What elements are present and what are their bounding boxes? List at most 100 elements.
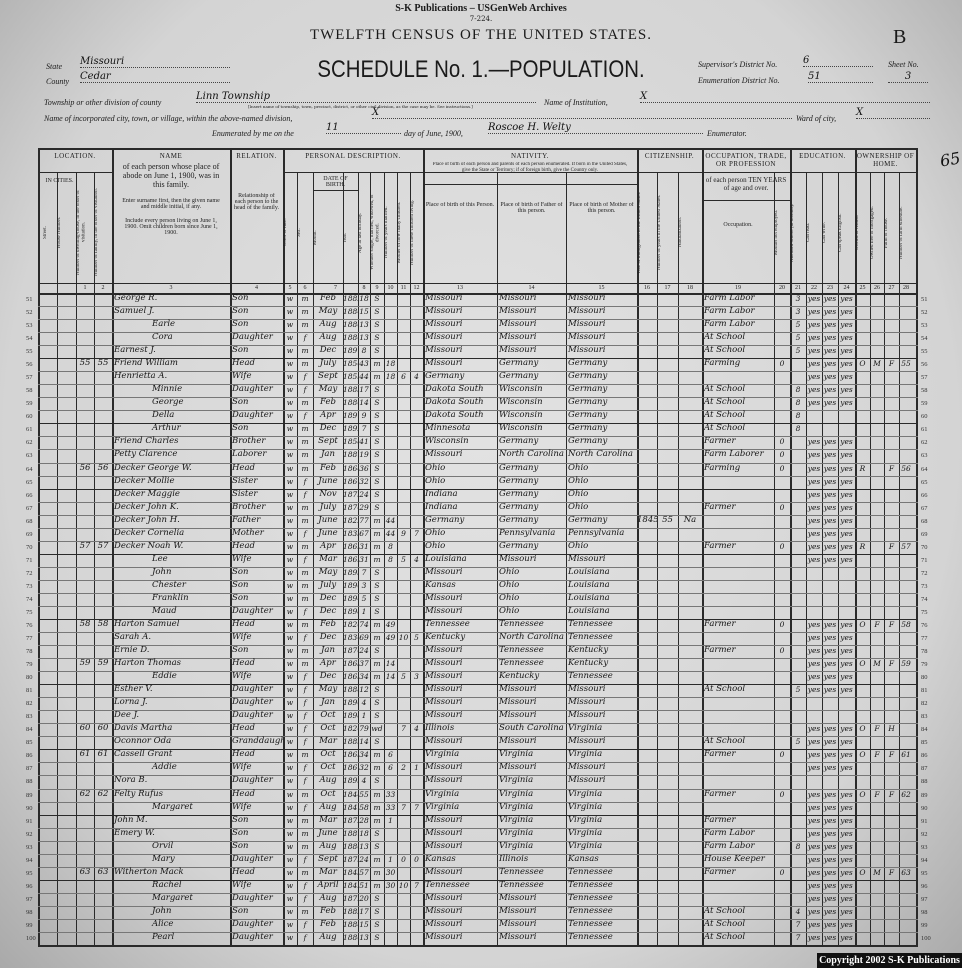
cell-birthplace: Ohio xyxy=(425,475,446,486)
section-header: LOCATION. xyxy=(54,152,96,160)
cell-family-number: 56 xyxy=(97,462,109,473)
column-header-naturalization: Naturalization. xyxy=(678,217,683,248)
cell-birth-year: 1820 xyxy=(343,724,358,734)
line-number-right: 52 xyxy=(921,309,928,317)
cell-can-speak-english: yes xyxy=(840,633,853,643)
cell-can-speak-english: yes xyxy=(840,841,853,851)
cell-marital-status: S xyxy=(374,919,380,929)
cell-school-months: 5 xyxy=(795,737,801,747)
cell-can-write: yes xyxy=(823,789,837,799)
cell-birth-year: 1844 xyxy=(343,789,358,799)
row-rule xyxy=(38,827,918,829)
cell-age: 31 xyxy=(359,541,369,551)
column-number: 27 xyxy=(888,285,895,291)
cell-name: Decker Mollie xyxy=(114,475,175,486)
column-number: 8 xyxy=(362,285,366,291)
cell-can-write: yes xyxy=(823,880,837,890)
cell-birth-month: June xyxy=(318,475,338,486)
cell-marital-status: m xyxy=(373,854,381,864)
cell-can-read: yes xyxy=(807,763,821,773)
line-number-left: 68 xyxy=(26,517,33,525)
cell-can-write: yes xyxy=(823,737,837,747)
cell-can-write: yes xyxy=(823,932,837,942)
cell-color: w xyxy=(286,580,294,590)
cell-birthplace: Dakota South xyxy=(425,384,484,395)
cell-color: w xyxy=(286,606,294,616)
column-rule xyxy=(57,172,58,945)
line-number-left: 63 xyxy=(26,452,33,460)
line-number-left: 71 xyxy=(26,556,33,564)
cell-school-months: 7 xyxy=(795,919,801,929)
cell-birth-month: Feb xyxy=(320,905,336,916)
line-number-right: 70 xyxy=(921,543,928,551)
cell-can-read: yes xyxy=(807,880,821,890)
column-header-color: Color or race. xyxy=(283,218,288,247)
cell-mother-of: 7 xyxy=(401,724,406,734)
cell-marital-status: m xyxy=(373,515,381,525)
section-header: NATIVITY. xyxy=(510,152,549,160)
cell-birthplace: Missouri xyxy=(425,658,463,669)
cell-can-read: yes xyxy=(807,294,821,303)
column-rule xyxy=(657,172,658,945)
section-underline xyxy=(855,172,916,173)
cell-naturalization: Na xyxy=(683,514,697,525)
cell-name: Dee J. xyxy=(114,710,140,721)
row-rule xyxy=(38,436,918,438)
line-number-left: 98 xyxy=(26,908,33,916)
cell-occupation: Farming xyxy=(704,358,741,369)
cell-name: Ernie D. xyxy=(114,645,150,656)
line-number-right: 57 xyxy=(921,374,928,382)
cell-color: w xyxy=(286,672,294,682)
cell-name: Friend Charles xyxy=(114,436,179,447)
row-rule xyxy=(38,449,918,451)
cell-marital-status: S xyxy=(374,450,380,460)
line-number-right: 95 xyxy=(921,869,928,877)
column-header-owned-or-rented: Owned or rented. xyxy=(855,215,860,250)
cell-birth-year: 1833 xyxy=(343,528,358,538)
line-number-left: 85 xyxy=(26,739,33,747)
row-rule xyxy=(38,345,918,347)
cell-can-write: yes xyxy=(823,633,837,643)
cell-age: 34 xyxy=(359,750,369,760)
cell-can-read: yes xyxy=(807,828,821,838)
cell-birth-month: Dec xyxy=(319,632,337,643)
cell-relation: Daughter xyxy=(232,918,273,929)
cell-color: w xyxy=(286,593,294,603)
cell-occupation: At School xyxy=(704,905,746,916)
column-rule xyxy=(899,172,900,945)
date-of-birth-rule xyxy=(313,190,358,191)
cell-father-birthplace: Virginia xyxy=(499,775,534,786)
ward-value: X xyxy=(856,107,930,119)
cell-dwelling-number: 63 xyxy=(79,866,91,877)
cell-sex: m xyxy=(301,463,309,473)
cell-years-married: 1 xyxy=(388,854,393,864)
line-number-left: 95 xyxy=(26,869,33,877)
section-rule xyxy=(283,148,285,945)
cell-color: w xyxy=(286,789,294,799)
column-header-can-write: Can write. xyxy=(822,222,827,243)
cell-can-read: yes xyxy=(807,398,821,408)
cell-birthplace: Germany xyxy=(425,371,465,382)
cell-can-read: yes xyxy=(807,554,821,564)
cell-birth-year: 1896 xyxy=(343,698,358,708)
cell-name: Margaret xyxy=(152,892,193,903)
row-rule xyxy=(38,540,918,542)
cell-birth-year: 1875 xyxy=(343,854,358,864)
cell-can-write: yes xyxy=(823,307,837,317)
cell-can-write: yes xyxy=(823,294,837,303)
cell-name: Decker George W. xyxy=(114,462,192,473)
cell-birthplace: Missouri xyxy=(425,866,463,877)
cell-mother-of: 10 xyxy=(398,880,409,890)
cell-sex: m xyxy=(301,841,309,851)
cell-farm-or-house: F xyxy=(888,750,895,760)
cell-age: 79 xyxy=(359,724,369,734)
cell-birthplace: Missouri xyxy=(425,319,463,330)
cell-mother-birthplace: Tennessee xyxy=(568,918,613,929)
cell-marital-status: S xyxy=(374,737,380,747)
cell-months-not-employed: 0 xyxy=(779,750,785,760)
cell-father-birthplace: Missouri xyxy=(499,736,537,747)
line-number-right: 78 xyxy=(921,648,928,656)
line-number-left: 51 xyxy=(26,296,33,303)
cell-relation: Brother xyxy=(232,436,266,447)
cell-birthplace: Missouri xyxy=(425,306,463,317)
